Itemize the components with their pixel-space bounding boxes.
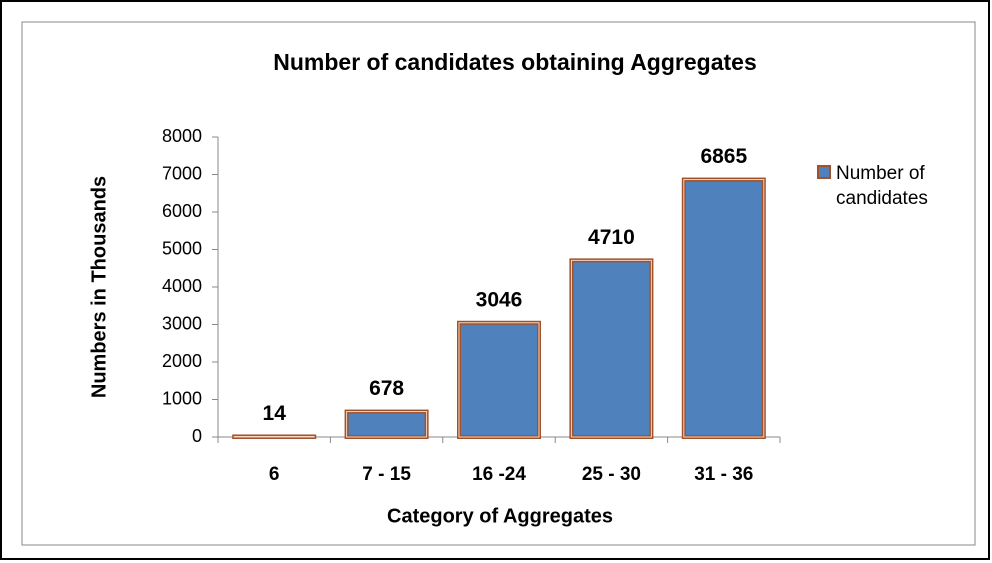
y-tick-label: 7000: [162, 163, 202, 183]
bar-edge: [458, 322, 540, 438]
x-tick-label: 31 - 36: [694, 464, 753, 485]
y-tick-label: 3000: [162, 313, 202, 333]
y-tick-label: 8000: [162, 126, 202, 146]
bar: [681, 177, 766, 439]
legend-key: [817, 165, 831, 179]
legend-label: Number of candidates: [836, 163, 928, 209]
data-label: 678: [369, 377, 404, 400]
y-axis-title: Numbers in Thousands: [88, 176, 110, 398]
bar-edge: [346, 411, 428, 438]
bar: [344, 409, 429, 440]
data-label: 3046: [476, 288, 523, 311]
y-tick-label: 4000: [162, 276, 202, 296]
data-label: 4710: [588, 226, 635, 249]
x-tick-label: 16 -24: [472, 464, 526, 485]
y-tick-label: 1000: [162, 388, 202, 408]
chart-border: [21, 21, 976, 546]
y-tick-label: 0: [192, 426, 202, 446]
data-label: 14: [263, 402, 287, 425]
data-label: 6865: [700, 145, 747, 168]
bar-edge: [233, 435, 315, 438]
y-tick-label: 2000: [162, 351, 202, 371]
x-axis-title: Category of Aggregates: [387, 505, 613, 527]
bar-edge: [683, 179, 765, 438]
x-tick-label: 6: [269, 464, 280, 485]
x-tick-label: 7 - 15: [362, 464, 411, 485]
y-tick-label: 5000: [162, 238, 202, 258]
y-tick-label: 6000: [162, 201, 202, 221]
bar: [569, 258, 654, 439]
chart-title: Number of candidates obtaining Aggregate…: [273, 49, 756, 75]
x-tick-label: 25 - 30: [582, 464, 641, 485]
bar-edge: [570, 259, 652, 438]
bar: [457, 320, 541, 439]
